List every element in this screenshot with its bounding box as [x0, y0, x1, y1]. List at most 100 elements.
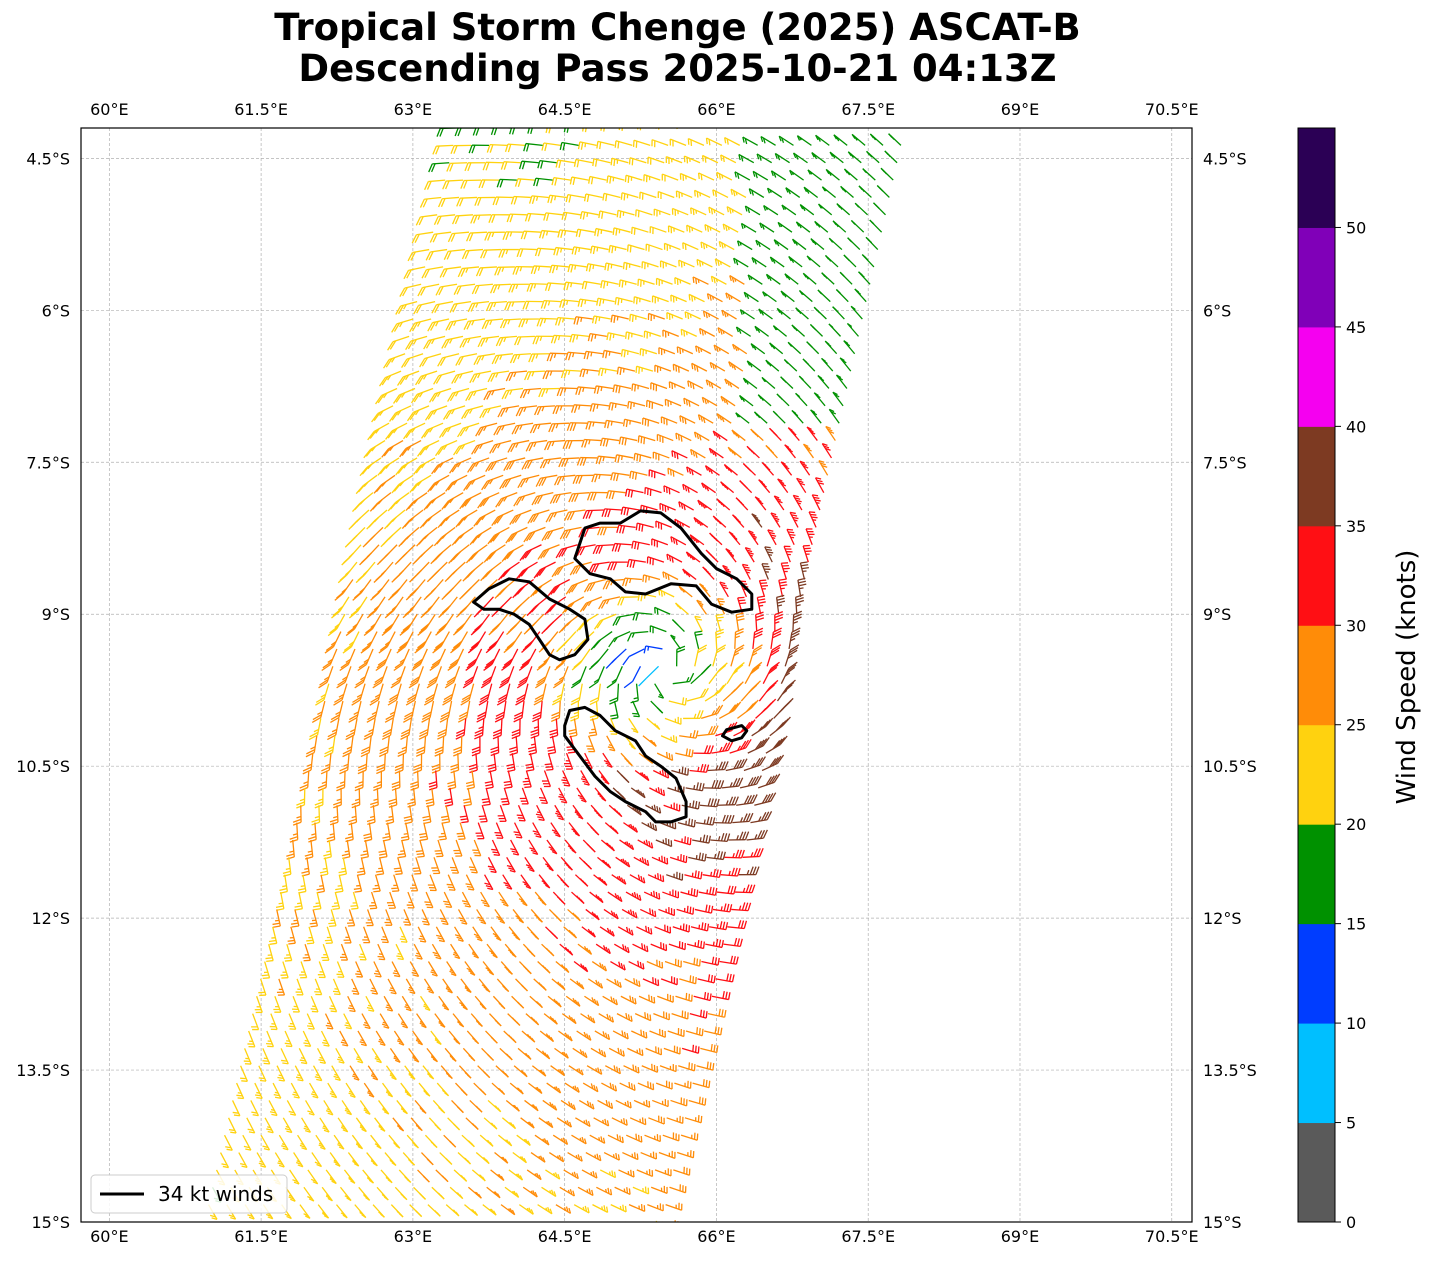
lon-tick-label-bottom: 69°E — [1001, 1227, 1039, 1246]
wind-barb — [509, 509, 532, 525]
wind-barb — [443, 405, 466, 420]
wind-barb — [457, 1152, 472, 1165]
wind-barb — [389, 1047, 401, 1063]
wind-barb — [539, 457, 562, 469]
wind-barb — [268, 1100, 278, 1117]
wind-barb — [403, 422, 426, 440]
wind-barb — [697, 172, 715, 181]
wind-barb — [530, 908, 543, 923]
wind-barb — [791, 409, 804, 424]
wind-barb — [318, 666, 334, 689]
wind-barb — [559, 1186, 576, 1197]
wind-barb — [377, 457, 400, 476]
wind-barb — [460, 683, 475, 706]
wind-barb — [716, 413, 732, 424]
wind-barb — [409, 1204, 423, 1218]
wind-barb — [550, 822, 561, 838]
wind-barb — [428, 1117, 442, 1131]
wind-barb — [621, 908, 638, 919]
wind-barb — [340, 943, 349, 961]
wind-barb — [630, 683, 639, 704]
wind-barb — [564, 752, 574, 770]
wind-barb — [644, 1134, 661, 1143]
wind-barb — [614, 943, 630, 954]
colorbar-bin — [1298, 426, 1335, 527]
wind-barb — [390, 666, 406, 689]
wind-barb — [735, 326, 752, 337]
wind-barb — [655, 1080, 673, 1090]
wind-barb — [545, 509, 568, 523]
wind-barb — [415, 735, 427, 757]
wind-barb — [308, 1082, 319, 1099]
wind-barb — [397, 735, 409, 757]
wind-barb — [533, 177, 553, 187]
wind-barb — [473, 509, 496, 527]
wind-barb — [796, 128, 798, 129]
wind-barb — [594, 787, 607, 802]
wind-barb — [375, 648, 392, 672]
wind-barb — [570, 404, 592, 413]
wind-barb — [658, 347, 676, 356]
wind-barb — [413, 1186, 426, 1200]
wind-barb — [468, 857, 478, 874]
wind-barb — [818, 203, 833, 216]
wind-barb — [411, 231, 434, 244]
wind-barb — [362, 926, 371, 944]
lat-tick-label-left: 13.5°S — [16, 1061, 70, 1080]
wind-barb — [743, 756, 766, 772]
wind-barb — [663, 1045, 681, 1055]
wind-barb — [377, 943, 386, 961]
wind-barb — [455, 718, 467, 740]
wind-barb — [365, 909, 374, 927]
wind-barb — [427, 318, 450, 332]
wind-barb — [729, 275, 745, 285]
wind-barb — [810, 409, 822, 424]
wind-barb — [321, 648, 338, 672]
wind-barb — [287, 926, 296, 945]
wind-barb — [554, 804, 565, 821]
wind-barb — [343, 1169, 356, 1184]
wind-barb — [410, 387, 434, 404]
wind-barb — [447, 387, 470, 402]
wind-barb — [519, 787, 529, 805]
wind-barb — [552, 891, 566, 905]
wind-barb — [448, 1030, 461, 1045]
map-frame — [80, 127, 1193, 1223]
wind-barb — [307, 822, 317, 843]
wind-barb — [254, 1082, 263, 1100]
wind-barb — [524, 212, 545, 222]
wind-barb — [534, 405, 556, 416]
wind-barb — [465, 770, 476, 790]
wind-barb — [331, 596, 350, 619]
wind-barb — [520, 230, 541, 240]
wind-barb — [677, 818, 696, 828]
wind-barb — [792, 494, 803, 511]
wind-barb — [379, 1013, 390, 1029]
wind-barb — [736, 240, 753, 251]
wind-barb — [468, 144, 490, 154]
wind-barb — [650, 1185, 668, 1194]
wind-barb — [612, 227, 631, 236]
wind-barb — [482, 1204, 497, 1216]
wind-barb — [731, 429, 746, 442]
wind-barb — [646, 556, 665, 566]
wind-barb — [598, 1013, 615, 1023]
lon-tick-label-bottom: 64.5°E — [538, 1227, 592, 1246]
colorbar-bin — [1298, 1122, 1335, 1223]
wind-barb — [568, 822, 581, 837]
wind-barb — [456, 196, 478, 207]
wind-barb — [333, 1134, 345, 1150]
colorbar-tick-label: 25 — [1346, 716, 1366, 735]
wind-barb — [780, 661, 798, 684]
wind-barb — [427, 1204, 441, 1217]
wind-barb — [344, 526, 366, 548]
wind-barb — [394, 544, 416, 565]
wind-barb — [453, 839, 463, 857]
wind-barb — [620, 995, 637, 1005]
wind-barb — [575, 228, 595, 238]
colorbar-tick-label: 15 — [1346, 915, 1366, 934]
wind-barb — [282, 1117, 293, 1134]
wind-barb — [761, 563, 771, 580]
wind-barb — [273, 996, 282, 1013]
wind-barb — [597, 856, 612, 869]
